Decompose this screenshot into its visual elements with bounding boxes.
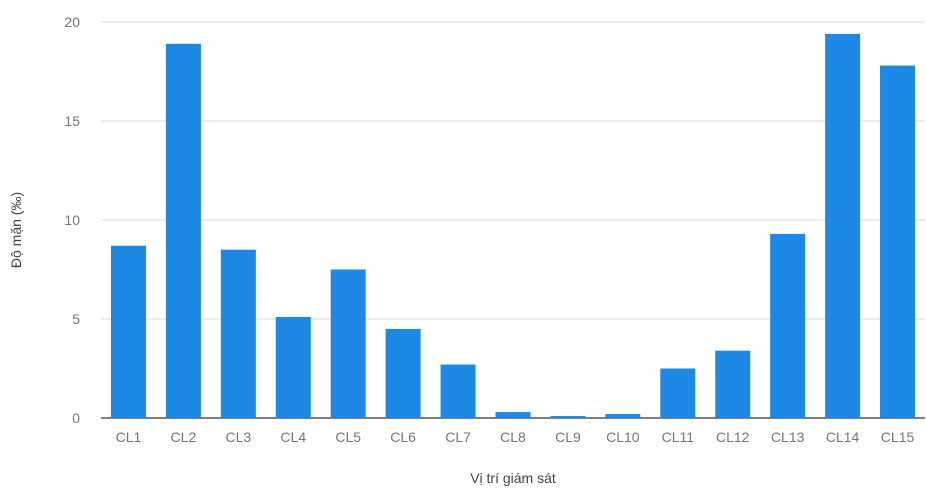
- y-tick-label: 20: [64, 14, 80, 30]
- y-tick-label: 15: [64, 113, 80, 129]
- x-tick-label: CL15: [881, 429, 915, 445]
- y-tick-label: 10: [64, 212, 80, 228]
- bar-cl11: [660, 368, 696, 418]
- bar-cl7: [440, 364, 476, 418]
- x-tick-label: CL1: [116, 429, 142, 445]
- x-tick-label: CL4: [280, 429, 306, 445]
- x-tick-label: CL2: [171, 429, 197, 445]
- bar-cl9: [550, 416, 586, 418]
- x-tick-label: CL10: [606, 429, 640, 445]
- x-tick-label: CL6: [390, 429, 416, 445]
- x-tick-label: CL13: [771, 429, 805, 445]
- x-axis-title: Vị trí giám sát: [470, 470, 556, 486]
- bar-cl14: [825, 33, 861, 418]
- bar-cl5: [330, 269, 366, 418]
- bars: [110, 33, 916, 418]
- x-tick-label: CL9: [555, 429, 581, 445]
- y-axis-ticks: 0 5 10 15 20: [64, 14, 80, 426]
- x-tick-label: CL8: [500, 429, 526, 445]
- x-tick-label: CL3: [225, 429, 251, 445]
- x-tick-label: CL12: [716, 429, 750, 445]
- bar-cl6: [385, 328, 421, 418]
- bar-cl10: [605, 414, 641, 418]
- y-axis-title: Độ mặn (‰): [8, 192, 24, 268]
- x-tick-label: CL7: [445, 429, 471, 445]
- x-tick-label: CL5: [335, 429, 361, 445]
- bar-cl15: [880, 65, 916, 418]
- bar-cl2: [165, 43, 201, 418]
- bar-cl12: [715, 350, 751, 418]
- x-tick-label: CL14: [826, 429, 860, 445]
- bar-cl1: [110, 245, 146, 418]
- bar-cl13: [770, 233, 806, 418]
- y-tick-label: 5: [72, 311, 80, 327]
- x-axis-ticks: CL1 CL2 CL3 CL4 CL5 CL6 CL7 CL8 CL9 CL10 CL11 CL12 C…: [116, 429, 915, 445]
- bar-cl3: [220, 249, 256, 418]
- bar-cl8: [495, 412, 531, 418]
- x-tick-label: CL11: [662, 429, 695, 445]
- bar-cl4: [275, 317, 311, 418]
- y-tick-label: 0: [72, 410, 80, 426]
